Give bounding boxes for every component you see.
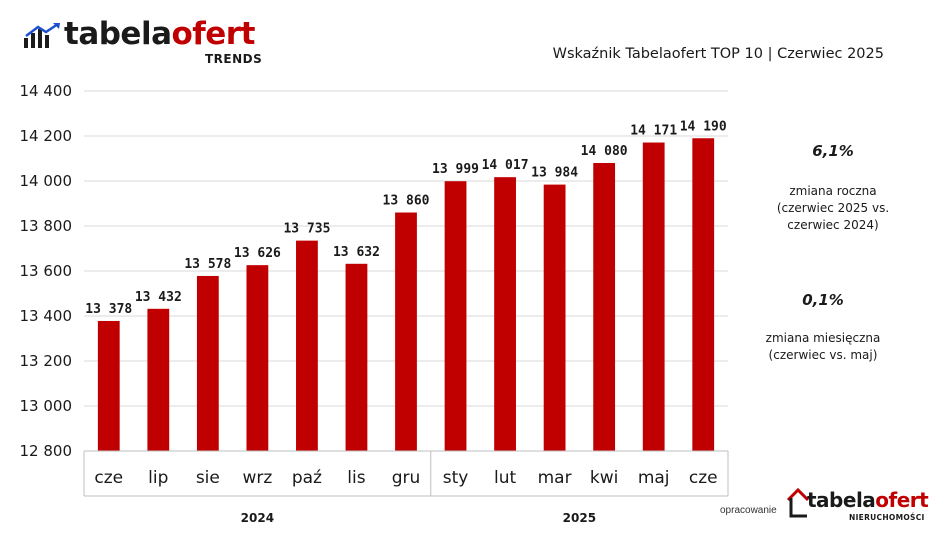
bar-value-label: 13 578: [184, 257, 231, 272]
bar-value-label: 13 378: [85, 302, 132, 317]
bar-value-label: 13 626: [234, 246, 281, 261]
bar: [97, 320, 120, 451]
bar-value-label: 13 984: [531, 166, 578, 181]
bar-value-label: 13 999: [432, 162, 479, 177]
y-tick-label: 13 400: [20, 307, 73, 325]
x-tick-label: lip: [148, 468, 168, 488]
x-tick-label: lut: [494, 468, 516, 488]
annual-change-label: zmiana roczna (czerwiec 2025 vs. czerwie…: [776, 184, 890, 232]
x-tick-label: sty: [443, 468, 469, 488]
x-tick-label: wrz: [242, 468, 272, 488]
bar: [444, 181, 467, 451]
monthly-change-label: zmiana miesięczna (czerwiec vs. maj): [765, 331, 881, 362]
bar: [296, 240, 318, 451]
y-tick-label: 13 800: [20, 217, 73, 235]
y-tick-label: 14 000: [20, 172, 73, 190]
x-tick-label: lis: [347, 468, 365, 488]
brand-subtitle: TRENDS: [205, 52, 263, 66]
bar: [196, 275, 219, 451]
y-tick-label: 12 800: [20, 442, 73, 460]
footer-prepared-by-label: opracowanie: [720, 505, 777, 516]
bar-value-label: 14 080: [581, 144, 628, 159]
bar: [395, 212, 417, 451]
annual-change-value: 6,1%: [812, 142, 854, 160]
footer-brand-wordmark: tabelaofert: [807, 488, 929, 512]
brand-wordmark-part2: ofert: [171, 16, 256, 52]
footer-brand-part2: ofert: [875, 488, 929, 512]
y-tick-label: 14 200: [20, 127, 73, 145]
year-group-label: 2025: [563, 511, 596, 525]
brand-logo: tabelaofert TRENDS: [22, 14, 272, 70]
y-tick-label: 13 600: [20, 262, 73, 280]
bar-value-label: 14 190: [680, 119, 727, 134]
bar: [593, 163, 616, 451]
brand-wordmark: tabelaofert: [64, 16, 255, 52]
bar: [692, 138, 715, 451]
bar: [147, 308, 170, 451]
brand-wordmark-part1: tabela: [64, 16, 172, 52]
house-icon: [786, 487, 810, 518]
monthly-change-value: 0,1%: [802, 291, 844, 309]
bar-value-label: 13 860: [383, 194, 430, 209]
bar: [494, 177, 516, 452]
bar-chart-arrow-icon: [24, 22, 60, 48]
footer-brand-subtitle: NIERUCHOMOŚCI: [849, 513, 925, 522]
y-tick-label: 14 400: [20, 82, 73, 100]
x-tick-label: paź: [292, 468, 322, 488]
x-tick-label: cze: [94, 468, 123, 488]
bar-value-label: 13 735: [283, 222, 330, 237]
year-group-label: 2024: [241, 511, 274, 525]
x-tick-label: gru: [392, 468, 421, 488]
x-tick-label: sie: [196, 468, 220, 488]
y-tick-label: 13 200: [20, 352, 73, 370]
x-tick-label: cze: [689, 468, 718, 488]
footer-brand-logo: tabelaofert NIERUCHOMOŚCI: [785, 486, 929, 526]
chart-title: Wskaźnik Tabelaofert TOP 10 | Czerwiec 2…: [552, 46, 884, 62]
x-tick-label: maj: [638, 468, 670, 488]
bar: [642, 142, 665, 451]
x-tick-label: kwi: [590, 468, 618, 488]
bar-value-label: 14 171: [630, 124, 677, 139]
bar-value-label: 13 432: [135, 290, 182, 305]
bar-value-label: 13 632: [333, 245, 380, 260]
bar: [543, 184, 566, 451]
bar: [345, 263, 368, 451]
bar: [246, 265, 269, 451]
footer-brand-part1: tabela: [807, 488, 876, 512]
x-tick-label: mar: [538, 468, 572, 488]
y-tick-label: 13 000: [20, 397, 73, 415]
bar-value-label: 14 017: [482, 158, 529, 173]
